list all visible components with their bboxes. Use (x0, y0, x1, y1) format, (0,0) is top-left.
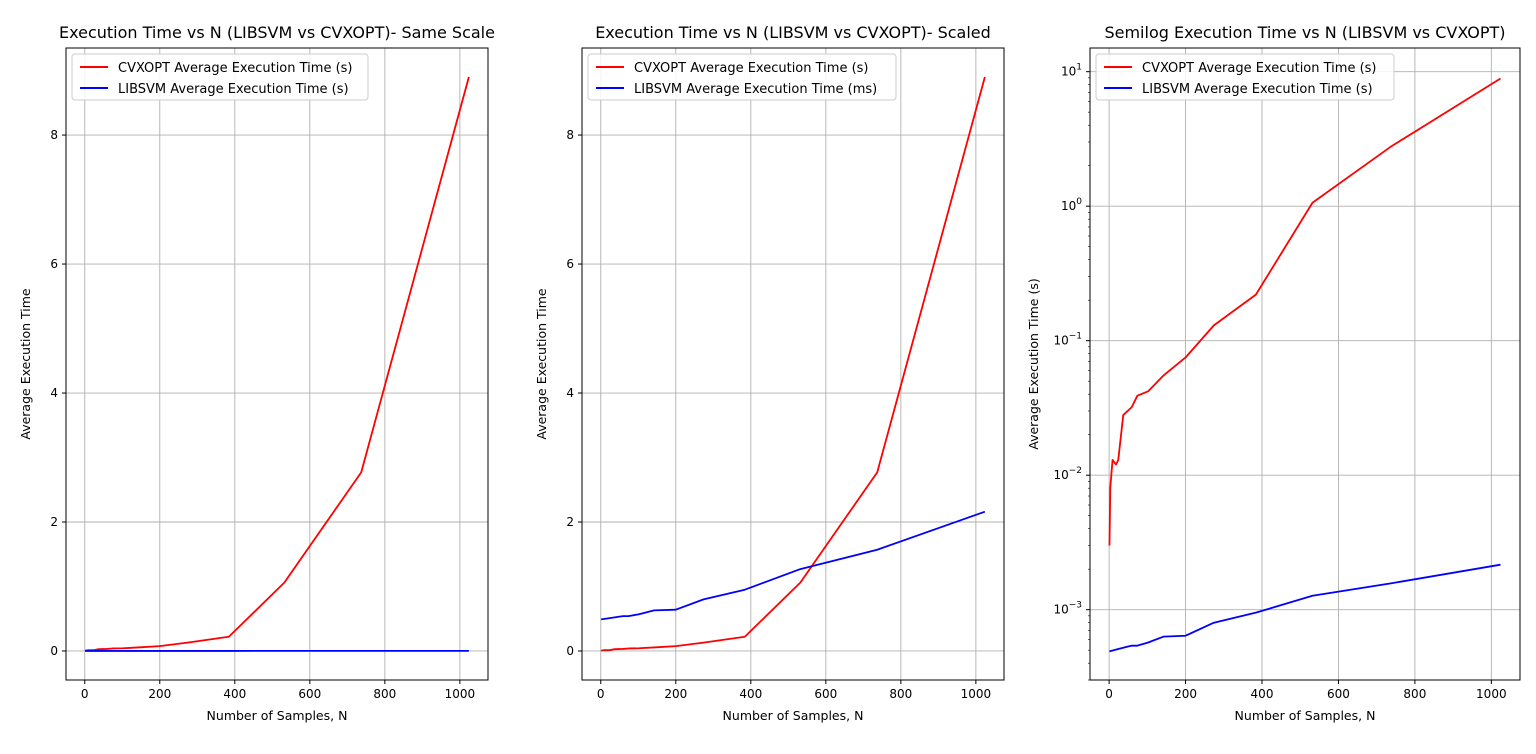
x-tick-label: 400 (1251, 687, 1274, 701)
series-line-cvxopt (84, 76, 470, 652)
axes-frame (65, 47, 489, 681)
y-axis-label: Average Execution Time (18, 288, 33, 440)
x-axis-ticks: 0 200 400 600 800 1000 (81, 680, 475, 701)
chart-panel-2: 0 200 400 600 800 1000 0 2 4 6 8 Execution Time vs … (534, 23, 1005, 723)
y-tick-label: 8 (566, 128, 574, 142)
axes-frame (1089, 47, 1521, 681)
y-tick-label: 6 (566, 257, 574, 271)
chart-title: Execution Time vs N (LIBSVM vs CVXOPT)- … (595, 23, 991, 42)
legend-box (1095, 53, 1395, 101)
x-tick-label: 200 (664, 687, 687, 701)
x-tick-label: 800 (1403, 687, 1426, 701)
y-tick-label: 0 (50, 644, 58, 658)
legend-label: CVXOPT Average Execution Time (s) (118, 61, 353, 76)
y-tick-label: 100 (1061, 197, 1082, 213)
series-line-libsvm (1109, 563, 1501, 653)
x-tick-label: 1000 (445, 687, 476, 701)
x-axis-label: Number of Samples, N (1235, 708, 1376, 723)
y-axis-label: Average Execution Time (534, 288, 549, 440)
x-axis-ticks: 0 200 400 600 800 1000 (597, 680, 991, 701)
x-tick-label: 400 (223, 687, 246, 701)
y-tick-label: 2 (566, 515, 574, 529)
legend-label: CVXOPT Average Execution Time (s) (1142, 61, 1377, 76)
legend-label: LIBSVM Average Execution Time (s) (1142, 82, 1373, 97)
x-tick-label: 800 (889, 687, 912, 701)
legend: CVXOPT Average Execution Time (s) LIBSVM … (71, 53, 369, 101)
y-tick-label: 10−3 (1053, 601, 1082, 617)
grid (1090, 48, 1520, 680)
legend-box (587, 53, 897, 101)
x-tick-label: 0 (81, 687, 89, 701)
y-tick-label: 4 (50, 386, 58, 400)
chart-title: Execution Time vs N (LIBSVM vs CVXOPT)- … (59, 23, 495, 42)
y-axis-ticks: 10−3 10−2 10−1 100 101 (1053, 63, 1090, 617)
x-tick-label: 600 (1327, 687, 1350, 701)
legend-label: LIBSVM Average Execution Time (ms) (634, 82, 877, 97)
x-tick-label: 600 (814, 687, 837, 701)
y-tick-label: 10−1 (1053, 332, 1082, 348)
axes-frame (581, 47, 1005, 681)
series-group (84, 76, 470, 652)
x-axis-ticks: 0 200 400 600 800 1000 (1105, 680, 1507, 701)
x-tick-label: 1000 (1476, 687, 1507, 701)
y-tick-label: 2 (50, 515, 58, 529)
legend: CVXOPT Average Execution Time (s) LIBSVM … (587, 53, 897, 101)
x-tick-label: 200 (1174, 687, 1197, 701)
chart-panel-3: 0 200 400 600 800 1000 10−3 10−2 10−1 100 101 Semil… (1026, 23, 1521, 723)
x-tick-label: 600 (298, 687, 321, 701)
series-line-cvxopt (1108, 77, 1501, 546)
legend-label: LIBSVM Average Execution Time (s) (118, 82, 349, 97)
y-tick-label: 101 (1061, 63, 1082, 79)
legend-box (71, 53, 369, 101)
series-group (600, 76, 986, 652)
chart-panel-1: 0 200 400 600 800 1000 0 2 4 6 8 Execution Time vs … (18, 23, 495, 723)
y-axis-ticks: 0 2 4 6 8 (566, 128, 582, 658)
x-tick-label: 0 (597, 687, 605, 701)
y-tick-label: 10−2 (1053, 466, 1082, 482)
x-axis-label: Number of Samples, N (207, 708, 348, 723)
chart-title: Semilog Execution Time vs N (LIBSVM vs C… (1104, 23, 1505, 42)
grid (66, 48, 488, 680)
y-tick-label: 0 (566, 644, 574, 658)
legend-label: CVXOPT Average Execution Time (s) (634, 61, 869, 76)
legend: CVXOPT Average Execution Time (s) LIBSVM … (1095, 53, 1395, 101)
y-axis-ticks: 0 2 4 6 8 (50, 128, 66, 658)
y-tick-label: 8 (50, 128, 58, 142)
series-line-cvxopt (600, 76, 986, 652)
x-tick-label: 200 (148, 687, 171, 701)
y-tick-label: 6 (50, 257, 58, 271)
y-axis-label: Average Execution Time (s) (1026, 278, 1041, 449)
y-tick-label: 4 (566, 386, 574, 400)
x-tick-label: 400 (739, 687, 762, 701)
grid (582, 48, 1004, 680)
x-tick-label: 0 (1105, 687, 1113, 701)
series-line-libsvm (600, 510, 986, 621)
x-tick-label: 1000 (961, 687, 992, 701)
series-group (1108, 77, 1501, 653)
x-tick-label: 800 (373, 687, 396, 701)
x-axis-label: Number of Samples, N (723, 708, 864, 723)
